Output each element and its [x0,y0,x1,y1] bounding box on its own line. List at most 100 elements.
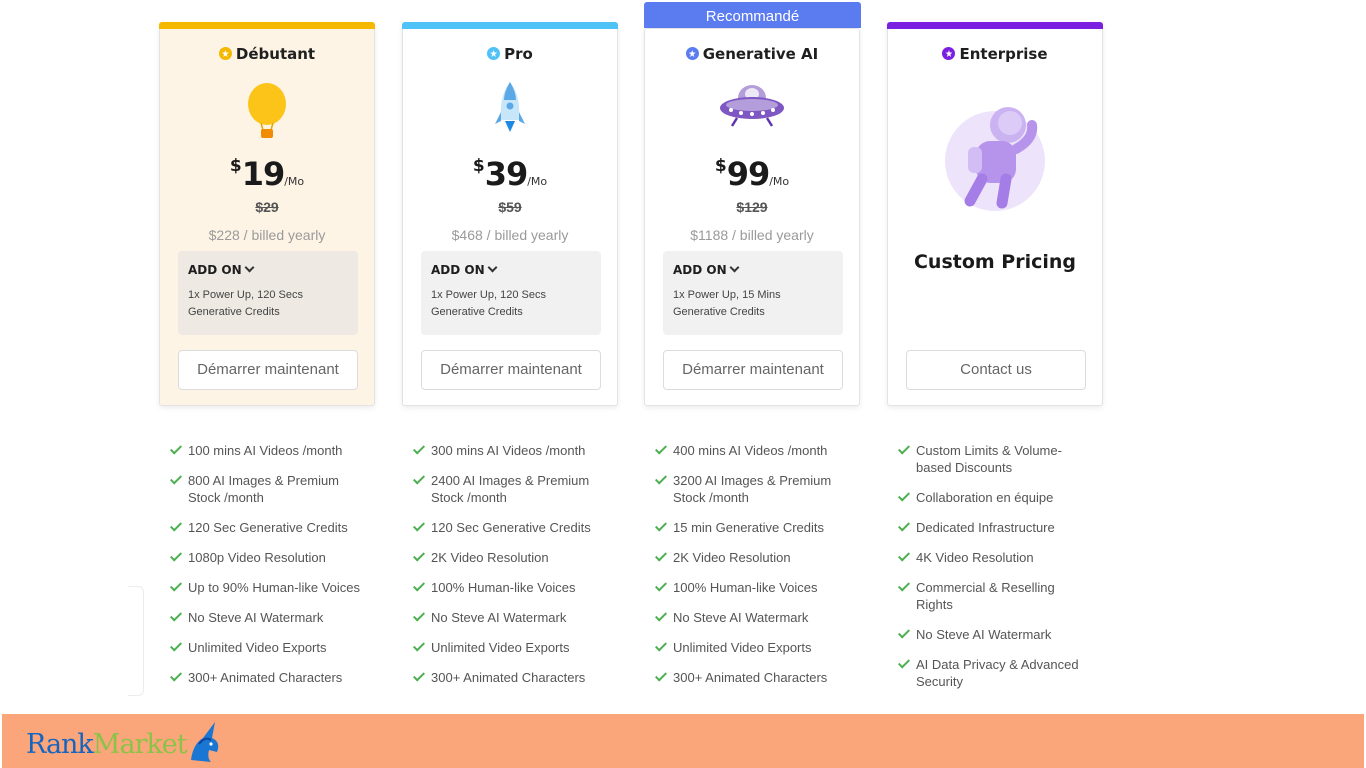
star-badge-icon [942,47,956,60]
feature-item: Up to 90% Human-like Voices [169,579,371,596]
start-now-button[interactable]: Démarrer maintenant [663,350,843,390]
yearly-billing: $468 / billed yearly [451,227,569,243]
plan-card-generative-ai: Generative AI $99/Mo $129 $1188 / billed… [644,28,860,406]
feature-list-pro: 300 mins AI Videos /month 2400 AI Images… [412,442,614,699]
old-price: $29 [255,199,279,215]
logo-text-market: Market [92,728,188,760]
feature-item: No Steve AI Watermark [169,609,371,626]
check-icon [654,472,668,485]
addon-toggle[interactable]: ADD ON [431,262,591,277]
price-period: /Mo [769,175,790,188]
plan-title: Generative AI [645,45,859,63]
check-icon [654,519,668,532]
feature-item: 300+ Animated Characters [654,669,856,686]
unicorn-icon [185,720,225,768]
chevron-down-icon [487,262,498,273]
custom-pricing-label: Custom Pricing [913,251,1077,273]
feature-item: 300+ Animated Characters [169,669,371,686]
feature-item: 300 mins AI Videos /month [412,442,614,459]
footer-banner: Rank Market [2,714,1364,768]
price-amount: 39 [484,155,529,193]
feature-item: Commercial & Reselling Rights [897,579,1094,613]
star-badge-icon [218,47,232,60]
addon-toggle[interactable]: ADD ON [673,262,833,277]
plan-title: Pro [403,45,617,63]
plan-accent-bar [159,22,375,29]
check-icon [169,579,183,592]
check-icon [654,669,668,682]
feature-item: 100% Human-like Voices [654,579,856,596]
check-icon [412,472,426,485]
feature-item: Unlimited Video Exports [169,639,371,656]
feature-item: 400 mins AI Videos /month [654,442,856,459]
addon-box[interactable]: ADD ON 1x Power Up, 120 Secs Generative … [178,251,358,335]
plan-accent-bar [402,22,618,29]
check-icon [654,549,668,562]
check-icon [897,656,911,669]
plan-name: Débutant [235,45,316,63]
rocket-icon [403,78,617,143]
feature-item: No Steve AI Watermark [654,609,856,626]
plan-title: Enterprise [888,45,1102,63]
plan-card-pro: Pro $39/Mo $59 $468 / billed yearly ADD … [402,22,618,406]
feature-item: Unlimited Video Exports [654,639,856,656]
feature-item: 4K Video Resolution [897,549,1094,566]
feature-list-generative-ai: 400 mins AI Videos /month 3200 AI Images… [654,442,856,699]
feature-item: 120 Sec Generative Credits [169,519,371,536]
plan-price: $39/Mo [403,155,617,193]
feature-item: 100 mins AI Videos /month [169,442,371,459]
plan-card-debutant: Débutant $19/Mo $29 $228 / billed yearly… [159,22,375,406]
chevron-down-icon [729,262,740,273]
side-panel-handle[interactable] [128,586,144,696]
feature-item: 2K Video Resolution [654,549,856,566]
balloon-icon [160,78,374,143]
old-price: $129 [736,199,768,215]
feature-list-debutant: 100 mins AI Videos /month 800 AI Images … [169,442,371,699]
plan-price: $19/Mo [160,155,374,193]
astronaut-icon [888,103,1102,218]
addon-box[interactable]: ADD ON 1x Power Up, 120 Secs Generative … [421,251,601,335]
feature-item: 1080p Video Resolution [169,549,371,566]
check-icon [412,639,426,652]
feature-item: Collaboration en équipe [897,489,1094,506]
plan-price: $99/Mo [645,155,859,193]
feature-item: 100% Human-like Voices [412,579,614,596]
addon-description: 1x Power Up, 120 Secs Generative Credits [431,289,546,318]
contact-us-button[interactable]: Contact us [906,350,1086,390]
feature-item: No Steve AI Watermark [412,609,614,626]
price-currency: $ [472,156,485,176]
check-icon [169,519,183,532]
recommended-badge: Recommandé [644,2,861,28]
price-amount: 99 [726,155,771,193]
start-now-button[interactable]: Démarrer maintenant [421,350,601,390]
start-now-button[interactable]: Démarrer maintenant [178,350,358,390]
plan-card-enterprise: Enterprise Custom Pricing Contact us [887,22,1103,406]
check-icon [169,442,183,455]
addon-description: 1x Power Up, 120 Secs Generative Credits [188,289,303,318]
feature-item: Custom Limits & Volume-based Discounts [897,442,1094,476]
check-icon [897,549,911,562]
feature-item: 3200 AI Images & Premium Stock /month [654,472,856,506]
check-icon [897,442,911,455]
price-currency: $ [229,156,242,176]
addon-title: ADD ON [673,263,727,277]
old-price: $59 [498,199,522,215]
feature-item: 15 min Generative Credits [654,519,856,536]
price-period: /Mo [284,175,305,188]
chevron-down-icon [244,262,255,273]
check-icon [169,609,183,622]
feature-item: AI Data Privacy & Advanced Security [897,656,1094,690]
addon-toggle[interactable]: ADD ON [188,262,348,277]
check-icon [412,442,426,455]
star-badge-icon [685,47,699,60]
rankmarket-logo[interactable]: Rank Market [26,721,225,764]
feature-list-enterprise: Custom Limits & Volume-based Discounts C… [897,442,1094,703]
addon-title: ADD ON [431,263,485,277]
check-icon [169,639,183,652]
check-icon [897,579,911,592]
plan-name: Pro [504,45,533,63]
check-icon [169,549,183,562]
plan-name: Generative AI [702,45,819,63]
addon-box[interactable]: ADD ON 1x Power Up, 15 Mins Generative C… [663,251,843,335]
